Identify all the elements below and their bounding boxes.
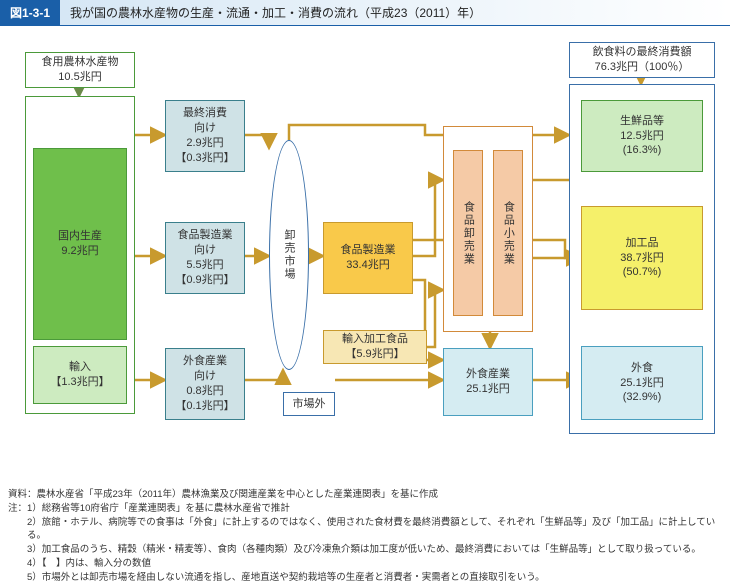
arrow-10 xyxy=(413,180,443,256)
wholesale-market-ellipse: 卸売市場 xyxy=(269,140,309,370)
figure-header: 図1-3-1 我が国の農林水産物の生産・流通・加工・消費の流れ（平成23（201… xyxy=(0,0,730,26)
box-foodserv: 外食産業25.1兆円 xyxy=(443,348,533,416)
source-line: 資料：農林水産省「平成23年（2011年）農林漁業及び関連産業を中心とした産業連… xyxy=(8,488,722,502)
box-eat_out: 外食25.1兆円(32.9%) xyxy=(581,346,703,420)
notes: 資料：農林水産省「平成23年（2011年）農林漁業及び関連産業を中心とした産業連… xyxy=(8,488,722,584)
box-domestic: 国内生産9.2兆円 xyxy=(33,148,127,340)
note-4: 4）【 】内は、輸入分の数値 xyxy=(8,557,722,571)
box-retailer: 食品小売業 xyxy=(493,150,523,316)
box-fresh: 生鮮品等12.5兆円(16.3%) xyxy=(581,100,703,172)
box-final_label: 飲食料の最終消費額76.3兆円（100％） xyxy=(569,42,715,78)
box-processed: 加工品38.7兆円(50.7%) xyxy=(581,206,703,310)
note-3: 3）加工食品のうち、精穀（精米・精麦等）、食肉（各種肉類）及び冷凍魚介類は加工度… xyxy=(8,543,722,557)
box-to_food: 外食産業向け0.8兆円【0.1兆円】 xyxy=(165,348,245,420)
box-imp_proc: 輸入加工食品【5.9兆円】 xyxy=(323,330,427,364)
arrow-5 xyxy=(245,135,269,148)
box-to_final: 最終消費向け2.9兆円【0.3兆円】 xyxy=(165,100,245,172)
box-import: 輸入【1.3兆円】 xyxy=(33,346,127,404)
figure-title: 我が国の農林水産物の生産・流通・加工・消費の流れ（平成23（2011）年） xyxy=(60,0,730,26)
arrow-7 xyxy=(245,370,283,380)
figure-number: 図1-3-1 xyxy=(0,0,60,26)
box-mfg: 食品製造業33.4兆円 xyxy=(323,222,413,294)
box-top_label: 食用農林水産物10.5兆円 xyxy=(25,52,135,88)
arrow-12 xyxy=(427,290,443,347)
box-wholesaler: 食品卸売業 xyxy=(453,150,483,316)
flow-diagram: 食用農林水産物10.5兆円 飲食料の最終消費額76.3兆円（100％） 国内生産9.… xyxy=(5,40,725,480)
box-out_market: 市場外 xyxy=(283,392,335,416)
note-2: 2）旅館・ホテル、病院等での食事は「外食」に計上するのではなく、使用された食材費… xyxy=(8,516,722,544)
box-to_mfg: 食品製造業向け5.5兆円【0.9兆円】 xyxy=(165,222,245,294)
note-1: 注：1）総務省等10府省庁「産業連関表」を基に農林水産省で推計 xyxy=(8,502,722,516)
